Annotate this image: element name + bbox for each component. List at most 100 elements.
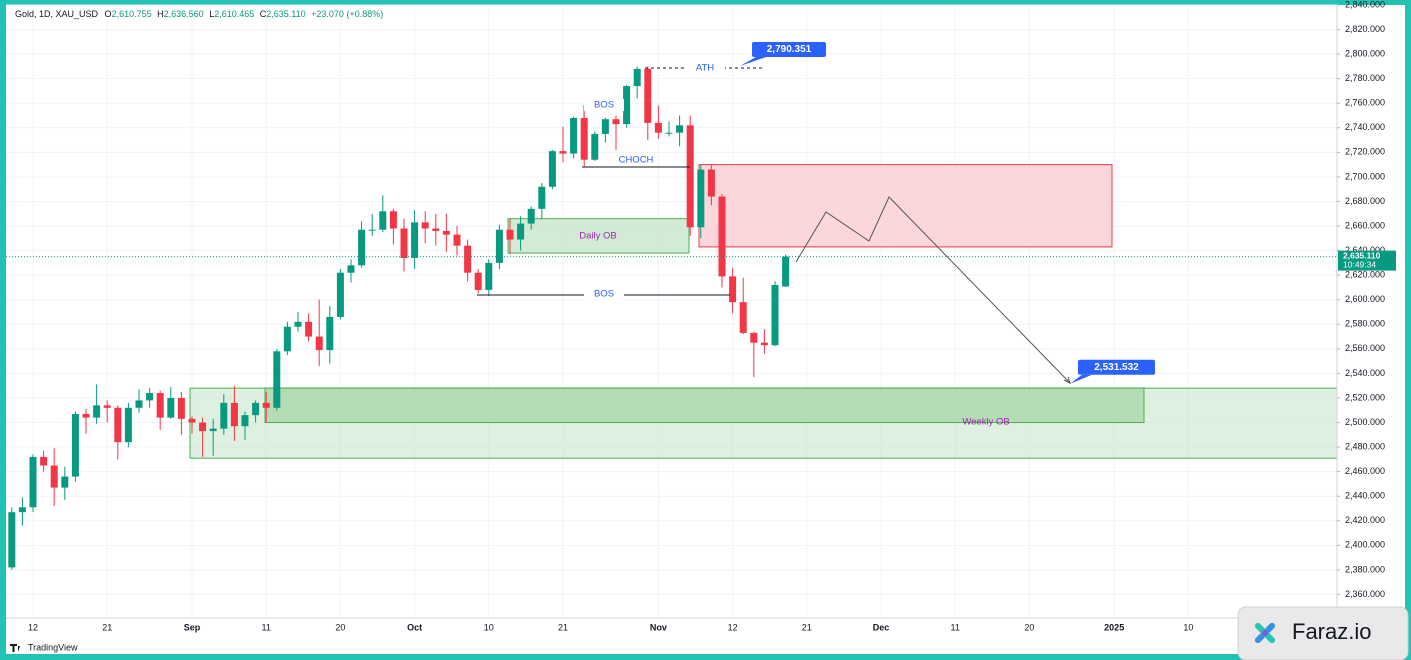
callout-pointer [1070,374,1092,384]
candle-body [570,117,578,154]
y-tick-label: 2,640.000 [1345,245,1385,255]
candle-body [506,229,514,240]
x-tick-label: 2025 [1104,622,1124,632]
annotation-bg [685,62,725,74]
candle-body [199,422,207,432]
annotation: ATH [696,63,714,74]
x-tick-label: 10 [1183,622,1193,632]
x-tick-label: 12 [728,622,738,632]
candle-body [220,402,228,429]
candle-body [8,512,16,568]
annotation: CHOCH [619,155,654,166]
candle-body [29,456,37,508]
candle-body [729,276,737,303]
ohlc-key: O [105,9,112,19]
y-tick-label: 2,400.000 [1345,540,1385,550]
candle-body [665,132,673,134]
watermark-logo [1254,622,1276,644]
candle-body [601,119,609,134]
candle-body [485,262,493,290]
y-tick-label: 2,820.000 [1345,24,1385,34]
candle-body [262,402,270,408]
candle-body [18,507,26,513]
candle-body [442,230,450,235]
zone [698,164,1113,248]
candle-body [252,402,260,416]
candle-body [167,397,175,418]
annotation: Daily OB [579,231,616,242]
ohlc-value: 2,610.465 [214,9,254,19]
candle-body [156,393,164,418]
tradingview-logo [10,644,20,652]
x-tick-label: 21 [102,622,112,632]
candle-body [718,196,726,277]
candle-body [633,68,641,87]
candle-body [411,222,419,258]
ohlc-key: C [260,9,267,19]
x-tick-label: Dec [873,622,890,632]
callout-box [752,41,826,57]
y-tick-label: 2,700.000 [1345,171,1385,181]
y-tick-label: 2,800.000 [1345,48,1385,58]
candle-body [750,332,758,343]
annotation-bg [616,154,656,166]
candle-body [50,465,58,488]
candle-body [771,284,779,346]
candle-body [474,272,482,290]
y-tick-label: 2,840.000 [1345,0,1385,9]
y-tick-label: 2,440.000 [1345,491,1385,501]
x-tick-label: Oct [407,622,422,632]
annotation: BOS [594,100,614,111]
axis-layer: 2,360.000 2,380.000 2,400.000 2,420.000 2,44… [6,0,1405,632]
y-tick-label: 2,780.000 [1345,73,1385,83]
zones-layer [189,164,1338,459]
candle-body [580,117,588,160]
header: Gold, 1D, XAU_USD O2,610.755 H2,636.560 … [15,9,383,19]
ohlc-value: 2,636.560 [164,9,204,19]
candle-body [146,393,154,401]
candle-body [177,397,185,419]
x-tick-label: Sep [184,622,201,632]
symbol: Gold, 1D, XAU_USD [15,9,99,19]
candle-body [305,321,313,337]
x-tick-label: 21 [558,622,568,632]
x-tick-label: 11 [262,622,271,632]
candle-body [188,418,196,423]
y-tick-label: 2,380.000 [1345,564,1385,574]
candle-body [782,256,790,287]
x-tick-label: Nov [650,622,667,632]
legend-header: Gold, 1D, XAU_USD O2,610.755 H2,636.560 … [15,9,383,19]
zone [264,387,1145,424]
candle-body [421,222,429,229]
y-tick-label: 2,720.000 [1345,147,1385,157]
x-tick-label: 12 [28,622,38,632]
watermark-box [1237,606,1409,660]
x-tick-label: 20 [1024,622,1034,632]
candle-body [93,405,101,418]
candle-body [464,245,472,273]
candle-body [453,234,461,246]
candle-body [654,122,662,133]
y-tick-label: 2,580.000 [1345,319,1385,329]
annotation: Weekly OB [962,417,1009,428]
candle-body [379,211,387,230]
candle-body [61,476,69,488]
ohlc-value: 2,635.110 [266,9,305,19]
x-tick-label: 21 [802,622,812,632]
y-tick-label: 2,420.000 [1345,515,1385,525]
candle-body [82,413,90,418]
change: +23.070 (+0.88%) [311,9,383,19]
x-tick-label: 11 [951,622,960,632]
annotation-bg [584,99,624,111]
y-tick-label: 2,620.000 [1345,270,1385,280]
candle-body [135,400,143,408]
candle-body [71,413,79,477]
y-tick-label: 2,520.000 [1345,392,1385,402]
candle-body [241,415,249,427]
candle-body [114,407,122,443]
y-tick-label: 2,540.000 [1345,368,1385,378]
countdown-label: 10:49:34 [1343,259,1376,269]
ohlc-value: 2,610.755 [112,9,152,19]
candle-body [686,125,694,228]
